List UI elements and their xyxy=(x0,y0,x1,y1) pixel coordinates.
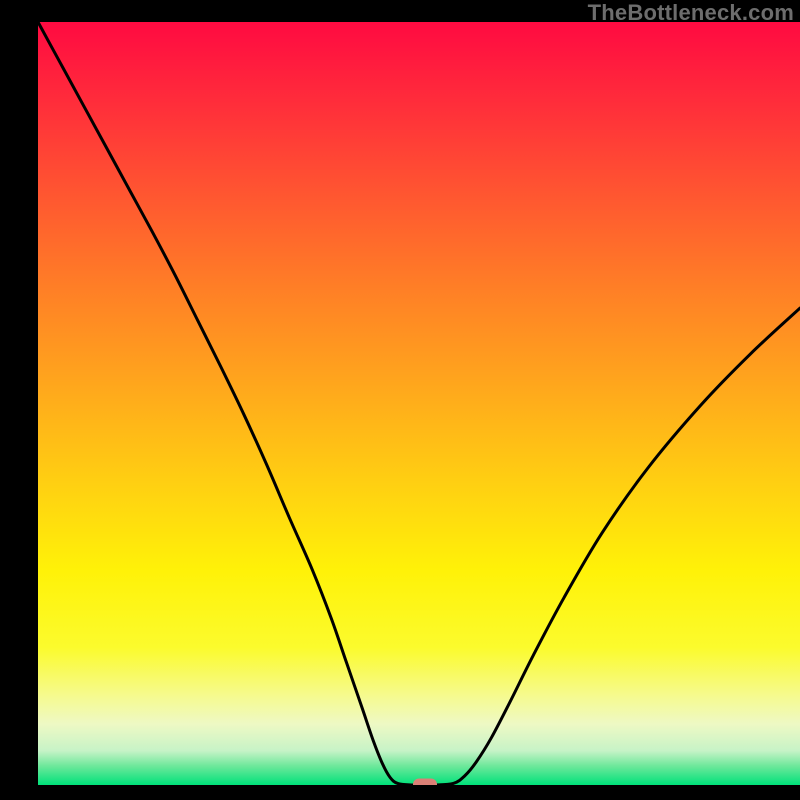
watermark-text: TheBottleneck.com xyxy=(588,0,794,26)
frame-border-left xyxy=(0,0,38,800)
gradient-background xyxy=(0,0,800,800)
frame-border-bottom xyxy=(0,785,800,800)
bottleneck-chart: TheBottleneck.com xyxy=(0,0,800,800)
